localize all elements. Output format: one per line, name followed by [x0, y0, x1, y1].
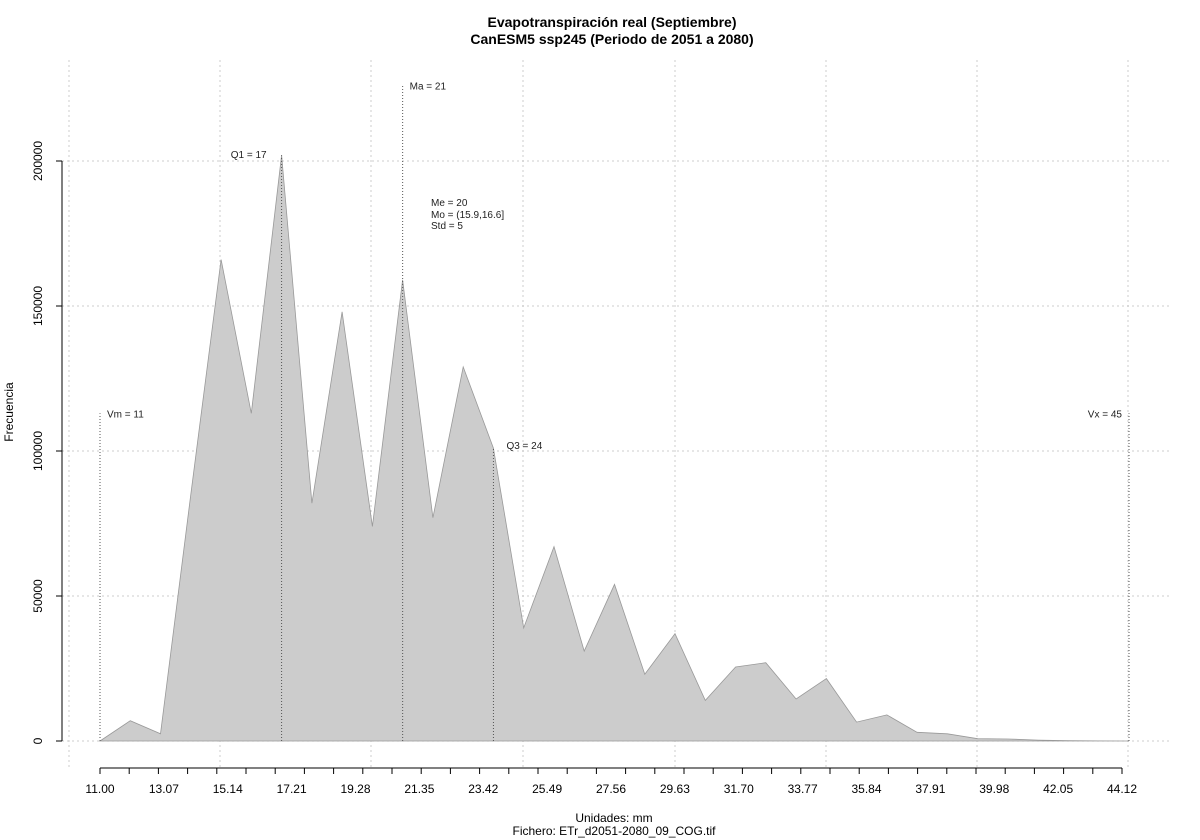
- marker-label: Ma = 21: [410, 82, 447, 93]
- chart-title: Evapotranspiración real (Septiembre): [488, 14, 737, 30]
- y-tick-label: 200000: [31, 141, 45, 181]
- stat-mode: Mo = (15.9,16.6]: [431, 210, 504, 221]
- y-axis-label: Frecuencia: [2, 382, 16, 442]
- stat-mean: Me = 20: [431, 198, 468, 209]
- x-tick-label: 31.70: [724, 782, 754, 796]
- marker-label: Q1 = 17: [231, 150, 267, 161]
- y-tick-label: 100000: [31, 431, 45, 471]
- x-tick-label: 37.91: [915, 782, 945, 796]
- x-tick-label: 23.42: [468, 782, 498, 796]
- file-caption: Fichero: ETr_d2051-2080_09_COG.tif: [513, 824, 717, 838]
- x-tick-label: 17.21: [277, 782, 307, 796]
- x-tick-label: 27.56: [596, 782, 626, 796]
- x-tick-label: 21.35: [404, 782, 434, 796]
- y-tick-label: 50000: [31, 579, 45, 613]
- marker-label: Q3 = 24: [506, 441, 542, 452]
- x-tick-label: 15.14: [213, 782, 243, 796]
- x-tick-label: 42.05: [1043, 782, 1073, 796]
- chart-subtitle: CanESM5 ssp245 (Periodo de 2051 a 2080): [470, 31, 753, 47]
- marker-label: Vm = 11: [107, 409, 144, 420]
- marker-label: Vx = 45: [1088, 409, 1123, 420]
- x-tick-label: 33.77: [788, 782, 818, 796]
- x-tick-label: 19.28: [340, 782, 370, 796]
- y-tick-label: 0: [31, 737, 45, 744]
- x-tick-label: 13.07: [149, 782, 179, 796]
- x-tick-label: 11.00: [85, 782, 114, 796]
- x-tick-label: 39.98: [979, 782, 1009, 796]
- x-tick-label: 29.63: [660, 782, 690, 796]
- y-axis: 0 50000 100000 150000 200000: [31, 141, 63, 744]
- y-tick-label: 150000: [31, 286, 45, 326]
- stat-std: Std = 5: [431, 221, 463, 232]
- x-tick-label: 25.49: [532, 782, 562, 796]
- frequency-area-polygon: [98, 155, 1130, 742]
- x-tick-label: 44.12: [1107, 782, 1137, 796]
- marker-lines: Vm = 11 Q1 = 17 Ma = 21 Q3 = 24 Vx = 45: [99, 82, 1130, 741]
- stats-annotation: Me = 20 Mo = (15.9,16.6] Std = 5: [431, 198, 504, 232]
- x-tick-label: 35.84: [851, 782, 881, 796]
- x-axis: 11.00 13.07 15.14 17.21 19.28 21.35 23.42 25.49…: [85, 767, 1137, 796]
- x-axis-label: Unidades: mm: [575, 811, 652, 825]
